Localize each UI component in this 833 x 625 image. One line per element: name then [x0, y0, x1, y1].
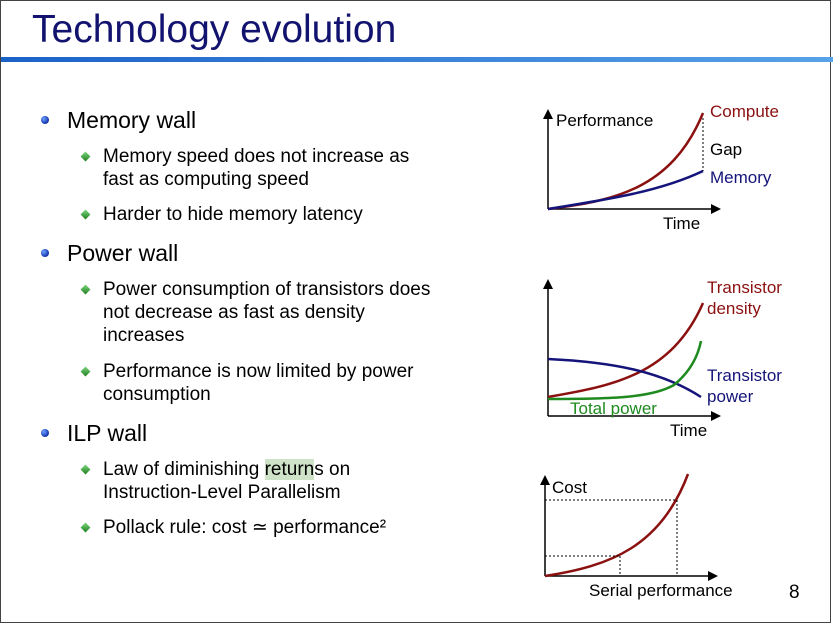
- title-underline: [1, 57, 833, 62]
- sub-bullet-line: increases: [103, 325, 185, 346]
- transistor-power-curve: [547, 357, 702, 399]
- sub-bullet-line: Memory speed does not increase as: [103, 146, 410, 167]
- page-number: 8: [789, 582, 800, 603]
- chart-power: Time Transistor density Transistor power…: [543, 278, 782, 440]
- sub-bullet-line: Pollack rule: cost ≃ performance²: [103, 517, 387, 538]
- sub-bullet-line: not decrease as fast as density: [103, 302, 365, 323]
- sub-bullet-memory-speed: Memory speed does not increase as fast a…: [103, 145, 409, 191]
- bullet-dot-icon: [41, 429, 49, 437]
- legend-transistor-power: power: [707, 387, 754, 406]
- sub-bullet-performance-limited: Performance is now limited by power cons…: [103, 360, 413, 406]
- legend-transistor-density: density: [707, 299, 761, 318]
- sub-bullet-line: Instruction-Level Parallelism: [103, 482, 341, 503]
- transistor-density-curve: [547, 302, 705, 399]
- legend-total-power: Total power: [570, 399, 657, 418]
- sub-bullet-line: fast as computing speed: [103, 169, 309, 190]
- sub-bullet-line: Harder to hide memory latency: [103, 204, 363, 225]
- bullet-dot-icon: [41, 249, 49, 257]
- y-axis-label: Cost: [552, 478, 587, 497]
- annotation-gap: Gap: [710, 140, 742, 159]
- bullet-memory-wall: Memory wall: [67, 107, 197, 133]
- sub-bullet-diminishing-returns: Law of diminishing returns on Instructio…: [103, 458, 350, 504]
- legend-compute: Compute: [710, 102, 779, 121]
- chart-cost: Cost Serial performance: [540, 473, 733, 600]
- legend-transistor-power: Transistor: [707, 366, 782, 385]
- highlighted-word: return: [264, 459, 315, 480]
- x-axis-label: Time: [670, 421, 707, 440]
- cost-curve: [544, 473, 690, 578]
- total-power-curve: [547, 340, 703, 401]
- sub-bullet-diamond-icon: [80, 522, 91, 533]
- memory-curve: [547, 169, 704, 211]
- legend-memory: Memory: [710, 168, 772, 187]
- text-segment: Law of diminishing: [103, 459, 265, 480]
- sub-bullet-line: Performance is now limited by power: [103, 361, 414, 382]
- bullet-dot-icon: [41, 116, 49, 124]
- legend-transistor-density: Transistor: [707, 278, 782, 297]
- sub-bullet-power-consumption: Power consumption of transistors does no…: [103, 278, 430, 347]
- sub-bullet-line: consumption: [103, 384, 211, 405]
- x-axis-label: Serial performance: [589, 581, 733, 600]
- sub-bullet-memory-latency: Harder to hide memory latency: [103, 203, 363, 226]
- sub-bullet-line: Law of diminishing returns on: [103, 458, 350, 481]
- bullet-power-wall: Power wall: [67, 240, 179, 266]
- sub-bullet-diamond-icon: [80, 209, 91, 220]
- bullet-ilp-wall: ILP wall: [67, 420, 148, 446]
- y-axis-label: Performance: [556, 111, 653, 130]
- sub-bullet-pollack-rule: Pollack rule: cost ≃ performance²: [103, 516, 386, 539]
- text-segment: s on: [314, 459, 351, 480]
- chart-performance: Performance Time Compute Gap Memory: [543, 102, 779, 233]
- sub-bullet-diamond-icon: [80, 151, 91, 162]
- sub-bullet-line: Power consumption of transistors does: [103, 279, 431, 300]
- sub-bullet-diamond-icon: [80, 366, 91, 377]
- sub-bullet-diamond-icon: [80, 464, 91, 475]
- slide-title: Technology evolution: [32, 8, 397, 51]
- x-axis-label: Time: [663, 214, 700, 233]
- sub-bullet-diamond-icon: [80, 284, 91, 295]
